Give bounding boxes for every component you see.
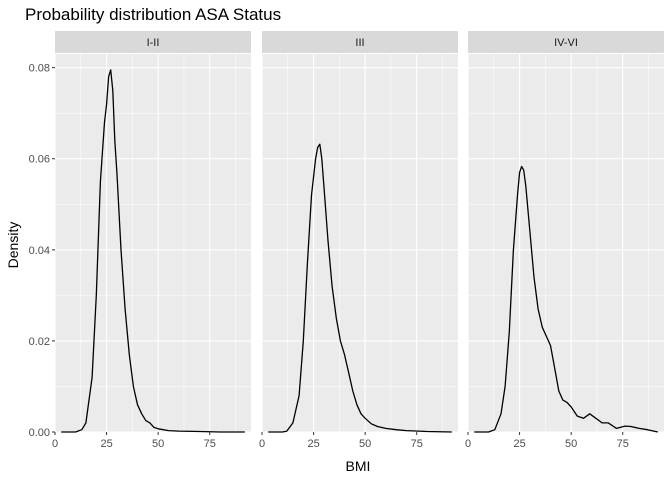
x-tick-label: 25 — [307, 438, 319, 450]
facet-strip-label: III — [355, 37, 364, 49]
facet-panel-3: IV-VI 0 25 50 75 — [465, 31, 664, 450]
x-tick-label: 25 — [100, 438, 112, 450]
facet-strip — [55, 31, 251, 53]
facet-strip-label: I-II — [147, 37, 160, 49]
facet-strip — [468, 31, 664, 53]
x-tick-label: 75 — [204, 438, 216, 450]
x-tick-label: 50 — [359, 438, 371, 450]
facet-strip — [262, 31, 458, 53]
facet-panels: I-II 0 25 50 75 III 0 25 50 75 IV-VI 0 25 50 75 0.00 0.0… — [29, 31, 664, 450]
y-tick-label: 0.08 — [29, 63, 50, 75]
x-tick-label: 50 — [152, 438, 164, 450]
y-tick-label: 0.04 — [29, 245, 50, 257]
x-tick-label: 50 — [565, 438, 577, 450]
panel-background — [262, 54, 458, 432]
y-tick-label: 0.06 — [29, 154, 50, 166]
x-tick-label: 25 — [513, 438, 525, 450]
y-axis-title: Density — [5, 222, 21, 269]
panel-background — [468, 54, 664, 432]
x-tick-label: 75 — [411, 438, 423, 450]
x-tick-label: 0 — [259, 438, 265, 450]
density-line — [268, 143, 452, 433]
density-line — [474, 165, 658, 433]
panel-background — [55, 54, 251, 432]
x-tick-label: 0 — [465, 438, 471, 450]
chart-title: Probability distribution ASA Status — [25, 5, 281, 24]
y-tick-label: 0.00 — [29, 427, 50, 439]
x-axis-title: BMI — [346, 458, 371, 474]
x-tick-label: 75 — [617, 438, 629, 450]
facet-panel-1: I-II 0 25 50 75 — [52, 31, 251, 450]
x-tick-label: 0 — [52, 438, 58, 450]
density-line — [61, 69, 245, 433]
y-tick-label: 0.02 — [29, 336, 50, 348]
facet-panel-2: III 0 25 50 75 — [259, 31, 458, 450]
facet-strip-label: IV-VI — [554, 37, 578, 49]
